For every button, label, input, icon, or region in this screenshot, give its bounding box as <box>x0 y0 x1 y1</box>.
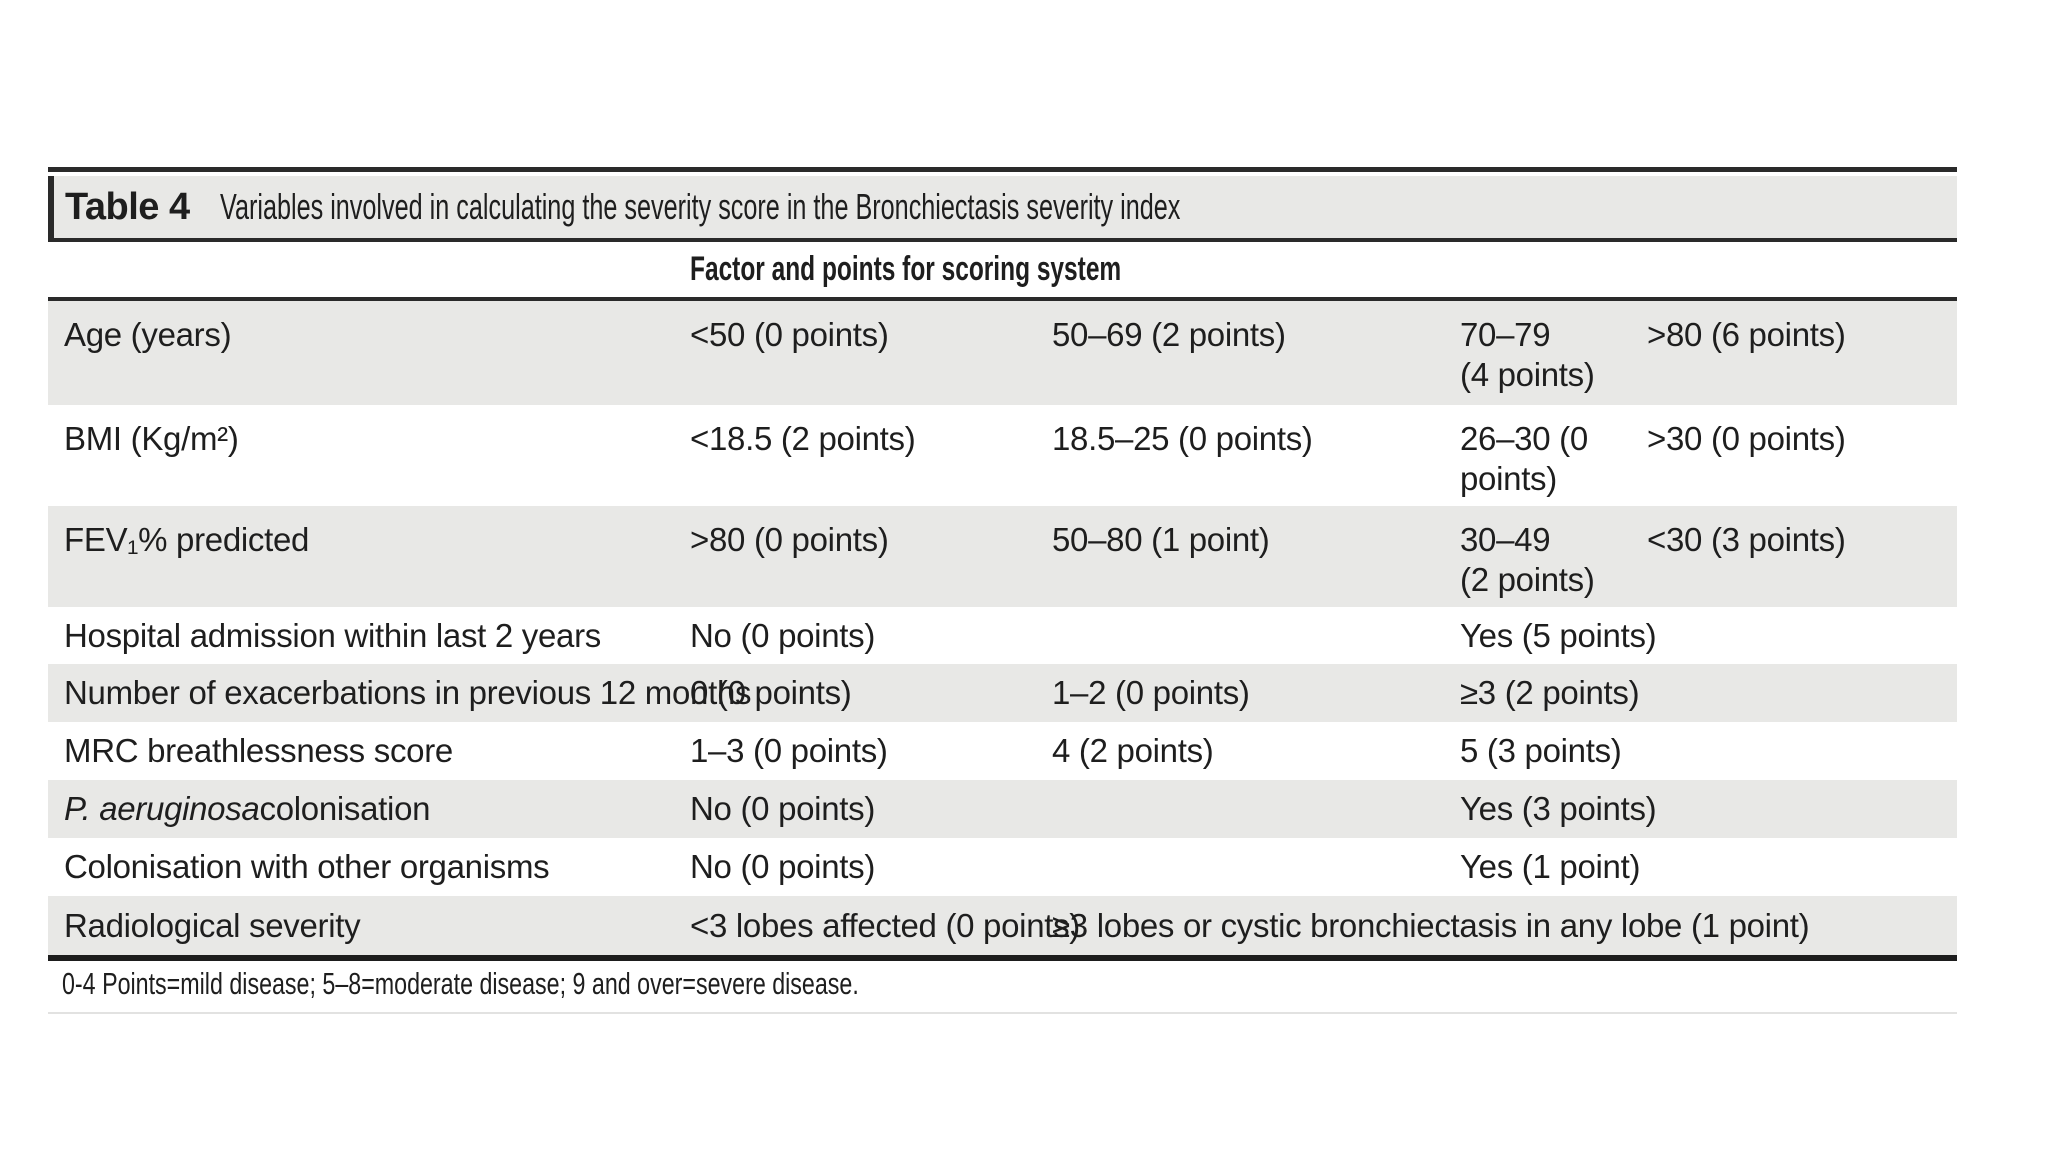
rule-under-caption <box>48 238 1957 242</box>
organism-name: P. aeruginosa <box>64 790 260 827</box>
score-option-1: <3 lobes affected (0 points) <box>690 906 1081 944</box>
score-option-1: No (0 points) <box>690 616 876 654</box>
score-option-1: <50 (0 points) <box>690 316 889 353</box>
score-option-1: 0 (0 points) <box>690 674 852 711</box>
footnote-bottom-rule <box>48 1012 1957 1014</box>
score-option-2: 4 (2 points) <box>1052 732 1214 769</box>
score-option-2: 18.5–25 (0 points) <box>1052 420 1313 457</box>
table-header-row: Factor and points for scoring system <box>48 242 1957 297</box>
table-row-hospital-admission: Hospital admission within last 2 years N… <box>48 607 1957 664</box>
table-row-mrc-score: MRC breathlessness score 1–3 (0 points) … <box>48 722 1957 780</box>
score-option-1: <18.5 (2 points) <box>690 420 916 457</box>
table-row-bmi: BMI (Kg/m²) <18.5 (2 points) 18.5–25 (0 … <box>48 405 1957 506</box>
score-option-1: >80 (0 points) <box>690 521 889 558</box>
score-option-3: 26–30 (0 points) <box>1460 420 1588 497</box>
score-option-4: >80 (6 points) <box>1647 316 1846 353</box>
score-option-1: 1–3 (0 points) <box>690 732 888 769</box>
factor-label-rest: colonisation <box>259 790 431 827</box>
table-top-rule <box>48 167 1957 172</box>
table-bottom-rule <box>48 955 1957 961</box>
table-caption-band: Table 4 Variables involved in calculatin… <box>48 176 1957 238</box>
score-option-3: 5 (3 points) <box>1460 732 1622 769</box>
table-row-radiological-severity: Radiological severity <3 lobes affected … <box>48 896 1957 955</box>
score-option-3: Yes (5 points) <box>1460 616 1657 654</box>
column-group-header: Factor and points for scoring system <box>690 250 1122 288</box>
factor-label: Number of exacerbations in previous 12 m… <box>64 674 752 711</box>
rule-under-header <box>48 297 1957 301</box>
score-option-1: No (0 points) <box>690 848 876 885</box>
factor-label: Age (years) <box>64 316 232 353</box>
table-row-age: Age (years) <50 (0 points) 50–69 (2 poin… <box>48 301 1957 405</box>
score-option-3: Yes (1 point) <box>1460 848 1641 885</box>
factor-label: BMI (Kg/m²) <box>64 420 239 457</box>
table-row-other-colonisation: Colonisation with other organisms No (0 … <box>48 838 1957 896</box>
score-option-2: 50–69 (2 points) <box>1052 316 1286 353</box>
factor-label: Hospital admission within last 2 years <box>64 616 601 654</box>
score-option-4: >30 (0 points) <box>1647 420 1846 457</box>
table-row-fev1: FEV₁% predicted >80 (0 points) 50–80 (1 … <box>48 506 1957 607</box>
table-row-p-aeruginosa: P. aeruginosa colonisation No (0 points)… <box>48 780 1957 838</box>
factor-label: FEV₁% predicted <box>64 521 310 558</box>
score-option-3: 30–49 (2 points) <box>1460 521 1595 598</box>
severity-score-table: Table 4 Variables involved in calculatin… <box>48 167 1957 1027</box>
score-option-2: ≥3 lobes or cystic bronchiectasis in any… <box>1052 906 1810 944</box>
score-option-3: 70–79 (4 points) <box>1460 316 1595 393</box>
table-row-exacerbations: Number of exacerbations in previous 12 m… <box>48 664 1957 722</box>
score-option-3: Yes (3 points) <box>1460 790 1657 827</box>
score-option-2: 50–80 (1 point) <box>1052 521 1270 558</box>
score-option-2: 1–2 (0 points) <box>1052 674 1250 711</box>
caption-left-tick <box>48 176 54 238</box>
score-option-4: <30 (3 points) <box>1647 521 1846 558</box>
table-footnote: 0-4 Points=mild disease; 5–8=moderate di… <box>62 966 859 1001</box>
factor-label: Radiological severity <box>64 906 361 944</box>
factor-label: P. aeruginosa colonisation <box>64 780 430 838</box>
table-number: Table 4 <box>65 185 190 228</box>
score-option-1: No (0 points) <box>690 790 876 827</box>
factor-label: MRC breathlessness score <box>64 732 453 769</box>
table-title: Variables involved in calculating the se… <box>219 186 1181 227</box>
score-option-3: ≥3 (2 points) <box>1460 674 1640 711</box>
factor-label: Colonisation with other organisms <box>64 848 550 885</box>
